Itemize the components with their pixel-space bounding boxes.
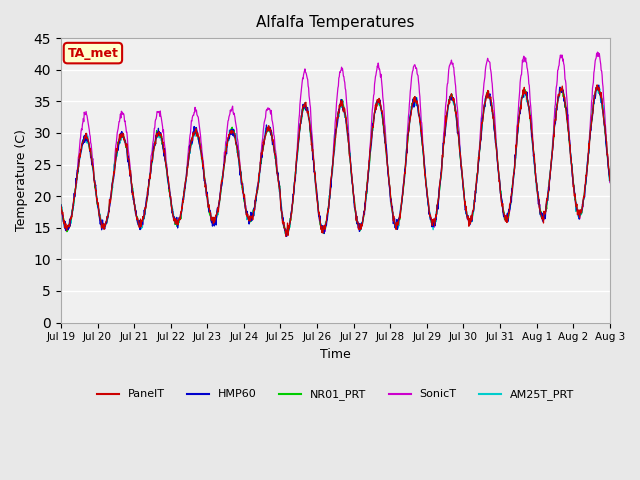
Text: TA_met: TA_met (67, 47, 118, 60)
Title: Alfalfa Temperatures: Alfalfa Temperatures (256, 15, 415, 30)
Legend: PanelT, HMP60, NR01_PRT, SonicT, AM25T_PRT: PanelT, HMP60, NR01_PRT, SonicT, AM25T_P… (92, 385, 579, 405)
Y-axis label: Temperature (C): Temperature (C) (15, 130, 28, 231)
X-axis label: Time: Time (320, 348, 351, 361)
